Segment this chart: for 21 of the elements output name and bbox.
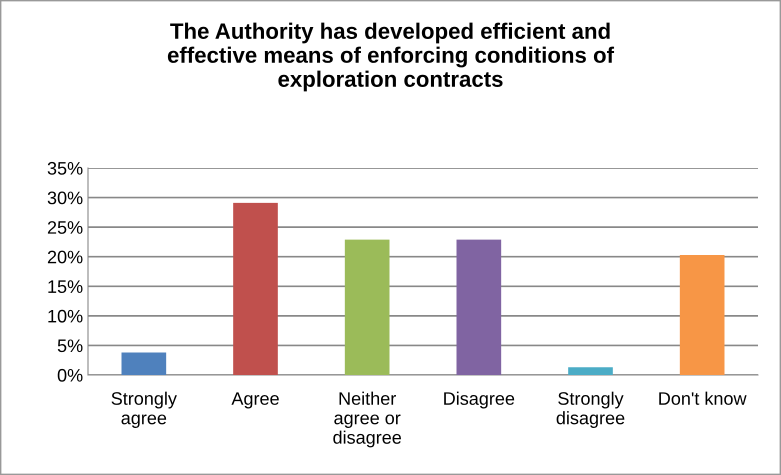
bar (122, 352, 166, 375)
y-tick-label: 15% (48, 280, 82, 294)
y-tick-label: 30% (48, 192, 82, 204)
bar (680, 254, 724, 375)
x-tick-label: Don't know (659, 392, 747, 405)
x-tick-label: Strongly disagree (556, 392, 624, 428)
x-tick-label: Agree (231, 392, 279, 408)
x-tick-label: Strongly agree (112, 392, 177, 428)
y-tick-label: 0% (58, 368, 82, 382)
bar (456, 240, 502, 375)
bar (344, 240, 390, 375)
chart-title: The Authority has developed efficient and effective means of enforcing conditions of exploration contracts (168, 22, 614, 92)
bar (233, 202, 278, 375)
y-tick-label: 20% (48, 250, 82, 264)
x-tick-label: Disagree (444, 392, 514, 408)
y-tick-label: 10% (48, 310, 82, 323)
y-tick-label: 5% (58, 339, 82, 352)
x-tick-label: Neither agree or disagree (333, 392, 401, 448)
y-tick-label: 25% (48, 221, 82, 234)
y-tick-label: 35% (48, 162, 82, 175)
bar (568, 367, 613, 375)
